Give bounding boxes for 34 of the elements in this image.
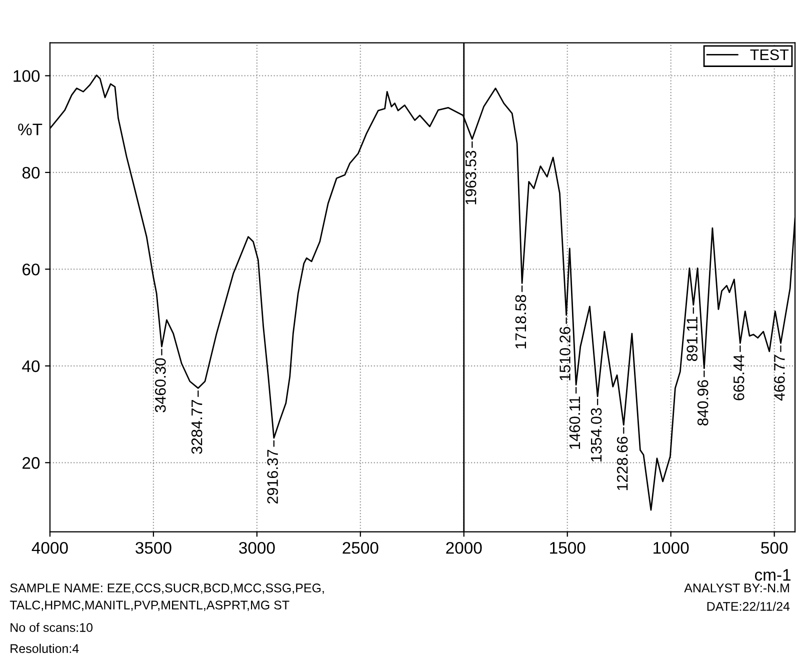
annotation: 840.96: [697, 380, 708, 426]
x-axis-title: cm-1: [754, 569, 790, 581]
x-tick-label: 4000: [32, 542, 68, 554]
annotation: 1963.53: [465, 150, 476, 204]
text: ANALYST BY:-N.M: [684, 584, 789, 592]
x-tick-label: 3000: [239, 542, 275, 554]
annotation: 466.77: [774, 355, 785, 401]
annotation: 1354.03: [590, 408, 602, 462]
x-tick-label: 2000: [446, 542, 482, 554]
text: No of scans:10: [10, 622, 93, 632]
y-tick-label: 40: [22, 360, 40, 372]
text: Resolution:4: [10, 644, 79, 654]
x-tick-label: 500: [761, 542, 788, 554]
x-tick-label: 3500: [136, 542, 172, 554]
y-tick-label: 60: [22, 264, 40, 276]
legend-label: TEST: [750, 49, 789, 60]
annotation: 3284.77: [191, 400, 202, 454]
y-axis-title: %T: [18, 124, 42, 136]
annotation: 1510.26: [560, 326, 570, 380]
annotation: 1460.11: [569, 396, 580, 449]
y-tick-label: 80: [22, 166, 40, 179]
x-tick-label: 1000: [654, 542, 689, 554]
annotation: 1228.66: [616, 436, 628, 490]
x-tick-label: 1500: [550, 542, 586, 554]
annotation: 1718.58: [515, 294, 526, 348]
annotation: 2916.37: [267, 450, 278, 504]
annotation: 891.11: [686, 316, 698, 362]
text: SAMPLE NAME: EZE,CCS,SUCR,BCD,MCC,SSG,PEG, TALC,HPMC,MANITL,PVP,MENTL,ASPRT,MG ST: [10, 584, 324, 611]
y-tick-label: 100: [14, 70, 40, 82]
y-tick-label: 20: [22, 457, 40, 469]
annotation: 3460.30: [155, 358, 166, 412]
annotation: 665.44: [733, 354, 744, 400]
x-tick-label: 2500: [342, 542, 378, 554]
text: DATE:22/11/24: [707, 602, 790, 611]
